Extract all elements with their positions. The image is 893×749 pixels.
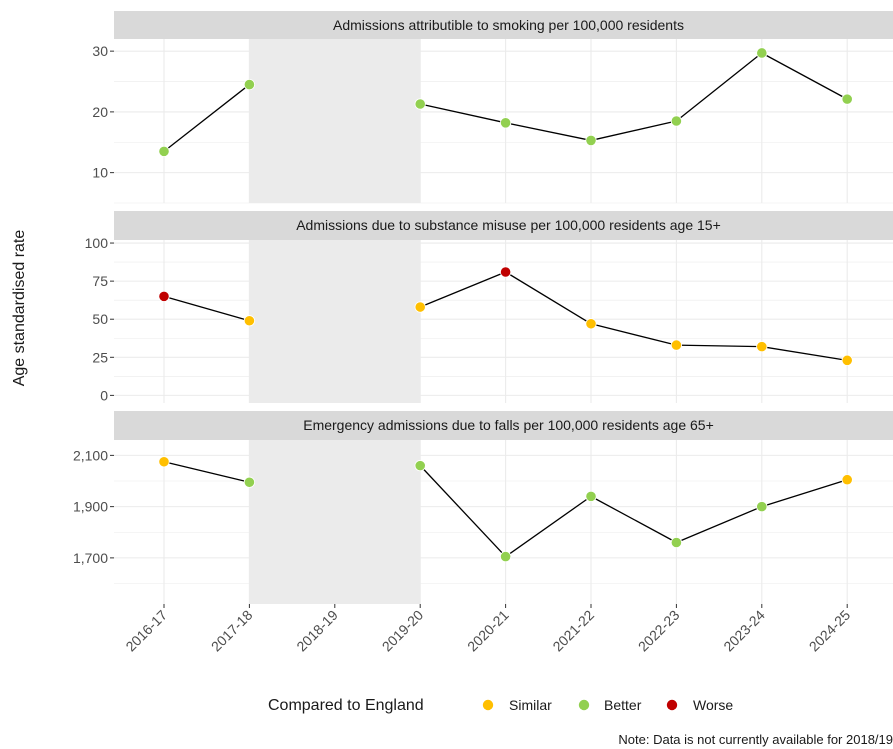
panel-strip	[114, 11, 893, 39]
series-line-segment	[590, 495, 677, 544]
panel-3: Emergency admissions due to falls per 10…	[73, 411, 893, 604]
y-tick-label: 1,700	[73, 550, 108, 566]
data-point	[756, 341, 768, 353]
x-tick-label: 2023-24	[720, 607, 768, 655]
data-point	[243, 78, 255, 91]
data-point	[756, 501, 768, 513]
data-point	[585, 490, 597, 502]
data-point	[670, 115, 683, 127]
data-point	[499, 117, 512, 129]
x-tick-label: 2017-18	[208, 607, 256, 655]
x-tick-label: 2016-17	[122, 607, 170, 655]
series-line-segment	[590, 120, 677, 142]
series-line-segment	[419, 465, 507, 558]
series-line-segment	[420, 103, 506, 124]
legend-label: Better	[604, 697, 642, 713]
x-tick-label: 2021-22	[549, 607, 597, 655]
unavailable-period-shading	[249, 39, 421, 203]
data-point	[841, 93, 853, 105]
legend: Compared to England Similar Better Worse	[268, 697, 733, 714]
panel-title: Emergency admissions due to falls per 10…	[303, 417, 714, 433]
series-line-segment	[676, 506, 763, 544]
data-point	[756, 47, 768, 59]
data-point	[158, 145, 170, 157]
y-tick-label: 10	[92, 165, 108, 181]
unavailable-period-shading	[249, 240, 421, 403]
data-point	[158, 290, 170, 302]
data-point	[414, 301, 426, 313]
y-tick-label: 75	[92, 273, 108, 289]
x-tick-label: 2018-19	[293, 607, 341, 655]
panel-title: Admissions attributible to smoking per 1…	[333, 17, 684, 33]
data-point	[499, 550, 512, 563]
unavailable-period-shading	[249, 440, 421, 604]
series-line-segment	[761, 479, 848, 508]
x-tick-label: 2019-20	[379, 607, 427, 655]
series-line-segment	[675, 52, 763, 122]
legend-title: Compared to England	[268, 697, 424, 714]
footnote: Note: Data is not currently available fo…	[618, 732, 893, 747]
y-tick-label: 1,900	[73, 499, 108, 515]
panel-title: Admissions due to substance misuse per 1…	[296, 217, 721, 233]
data-point	[841, 474, 853, 486]
y-tick-label: 2,100	[73, 447, 108, 463]
legend-label: Worse	[693, 697, 733, 713]
series-line-segment	[419, 271, 506, 308]
series-line-segment	[163, 461, 250, 483]
data-point	[414, 460, 426, 472]
y-tick-label: 50	[92, 311, 108, 327]
series-line-segment	[505, 495, 592, 558]
x-axis: 2016-17 2017-18 2018-19 2019-20 2020-21 2021-…	[122, 604, 853, 654]
series-line-segment	[761, 52, 848, 100]
legend-marker	[666, 699, 678, 711]
series-line-segment	[761, 345, 848, 361]
series-line-segment	[505, 122, 592, 142]
data-point	[158, 456, 170, 468]
series-line-segment	[163, 84, 250, 152]
data-point	[585, 134, 597, 147]
y-axis-label: Age standardised rate	[11, 230, 28, 387]
legend-marker	[578, 699, 590, 711]
series-line-segment	[676, 344, 762, 348]
y-tick-label: 25	[92, 349, 108, 365]
x-tick-label: 2022-23	[635, 607, 683, 655]
panel-1: Admissions attributible to smoking per 1…	[92, 11, 893, 204]
data-point	[243, 476, 255, 488]
panel-2: Admissions due to substance misuse per 1…	[85, 211, 893, 403]
series-line-segment	[505, 271, 592, 325]
legend-marker	[482, 699, 494, 711]
series-line-segment	[590, 323, 677, 346]
panel-strip	[114, 411, 893, 440]
data-point	[243, 315, 255, 327]
x-tick-label: 2024-25	[806, 607, 854, 655]
panel-strip	[114, 211, 893, 240]
legend-label: Similar	[509, 697, 552, 713]
data-point	[841, 354, 853, 366]
y-tick-label: 100	[85, 235, 109, 251]
chart-panels: Admissions attributible to smoking per 1…	[73, 11, 893, 604]
y-tick-label: 20	[92, 104, 108, 120]
data-point	[670, 339, 683, 351]
data-point	[414, 98, 426, 110]
data-point	[585, 318, 597, 330]
data-point	[670, 536, 683, 549]
x-tick-label: 2020-21	[464, 607, 512, 655]
y-tick-label: 0	[100, 387, 108, 403]
y-tick-label: 30	[92, 43, 108, 59]
data-point	[499, 266, 512, 278]
series-line-segment	[163, 295, 250, 322]
